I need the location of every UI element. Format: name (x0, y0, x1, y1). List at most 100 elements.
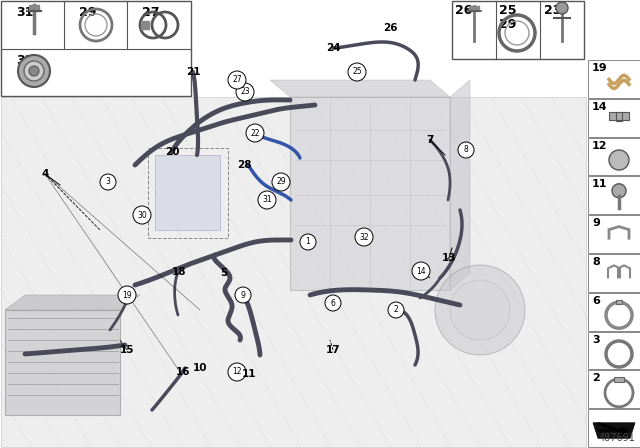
Text: 11: 11 (242, 369, 256, 379)
Bar (1, 1, 191, 96)
FancyArrowPatch shape (599, 428, 627, 433)
Circle shape (29, 66, 39, 76)
Text: 15: 15 (120, 345, 134, 355)
Polygon shape (155, 155, 220, 230)
Text: 11: 11 (592, 179, 607, 190)
Text: 487691: 487691 (598, 433, 635, 443)
Polygon shape (5, 310, 120, 415)
Text: 3: 3 (106, 177, 111, 186)
Text: 21: 21 (186, 67, 200, 77)
Text: 30: 30 (137, 211, 147, 220)
Bar (588, 293, 640, 331)
Circle shape (450, 280, 510, 340)
Text: 26: 26 (383, 23, 397, 33)
Circle shape (355, 228, 373, 246)
Bar (588, 60, 640, 98)
Text: 1: 1 (306, 237, 310, 246)
Text: 6: 6 (331, 298, 335, 307)
Circle shape (388, 302, 404, 318)
Circle shape (18, 55, 50, 87)
Bar (452, 1, 584, 59)
Text: 29: 29 (276, 177, 286, 186)
Text: 24: 24 (326, 43, 340, 53)
Text: 7: 7 (426, 135, 434, 145)
Text: 19: 19 (592, 63, 607, 73)
Text: 3: 3 (592, 335, 600, 345)
Bar (148, 148, 228, 238)
Text: 19: 19 (122, 290, 132, 300)
Text: 17: 17 (326, 345, 340, 355)
Text: 12: 12 (592, 141, 607, 151)
Text: 2: 2 (592, 373, 600, 383)
Circle shape (258, 191, 276, 209)
Text: 14: 14 (592, 102, 607, 112)
Bar (1, 97, 586, 447)
Text: 32: 32 (16, 54, 33, 67)
Text: 29: 29 (499, 18, 516, 31)
Circle shape (612, 184, 626, 198)
Text: 8: 8 (463, 146, 468, 155)
Circle shape (435, 265, 525, 355)
Text: 25: 25 (499, 4, 516, 17)
Bar (616, 300, 622, 304)
Circle shape (272, 173, 290, 191)
Text: 31: 31 (262, 195, 272, 204)
Text: 25: 25 (352, 68, 362, 77)
Text: 23: 23 (544, 4, 561, 17)
Text: 12: 12 (232, 367, 242, 376)
Circle shape (348, 63, 366, 81)
Bar (469, 6, 479, 11)
Circle shape (24, 61, 44, 81)
Text: 13: 13 (442, 253, 456, 263)
Circle shape (412, 262, 430, 280)
Text: 10: 10 (193, 363, 207, 373)
Bar (588, 332, 640, 370)
Text: 27: 27 (142, 6, 159, 19)
Text: 20: 20 (164, 147, 179, 157)
Bar (588, 254, 640, 292)
Circle shape (246, 124, 264, 142)
Text: 16: 16 (176, 367, 190, 377)
Text: 6: 6 (592, 296, 600, 306)
Text: 8: 8 (592, 257, 600, 267)
Circle shape (236, 83, 254, 101)
Bar (588, 409, 640, 447)
Circle shape (325, 295, 341, 311)
Text: 18: 18 (172, 267, 186, 277)
Text: 4: 4 (42, 169, 49, 179)
Circle shape (458, 142, 474, 158)
Circle shape (235, 287, 251, 303)
Text: 28: 28 (237, 160, 252, 170)
Text: 2: 2 (394, 306, 398, 314)
Bar (588, 138, 640, 176)
Circle shape (228, 363, 246, 381)
Text: 23: 23 (240, 87, 250, 96)
Bar (588, 177, 640, 214)
Bar (588, 215, 640, 253)
Text: 29: 29 (79, 6, 97, 19)
Circle shape (300, 234, 316, 250)
Text: 32: 32 (359, 233, 369, 241)
Bar (588, 99, 640, 137)
Circle shape (228, 71, 246, 89)
Circle shape (100, 174, 116, 190)
Text: 14: 14 (416, 267, 426, 276)
Bar (588, 370, 640, 408)
Circle shape (556, 2, 568, 14)
Circle shape (609, 150, 629, 170)
Text: 9: 9 (241, 290, 245, 300)
Text: 27: 27 (232, 76, 242, 85)
Text: 26: 26 (455, 4, 472, 17)
Bar (614, 377, 624, 382)
Polygon shape (290, 97, 450, 290)
Text: 9: 9 (592, 218, 600, 228)
Text: 31: 31 (16, 6, 33, 19)
Text: 22: 22 (250, 129, 260, 138)
Polygon shape (450, 80, 470, 290)
Polygon shape (593, 423, 635, 438)
Text: 5: 5 (220, 268, 228, 278)
Bar (141, 21, 149, 29)
Bar (609, 112, 629, 120)
Polygon shape (5, 295, 140, 310)
Bar (29, 5, 39, 11)
